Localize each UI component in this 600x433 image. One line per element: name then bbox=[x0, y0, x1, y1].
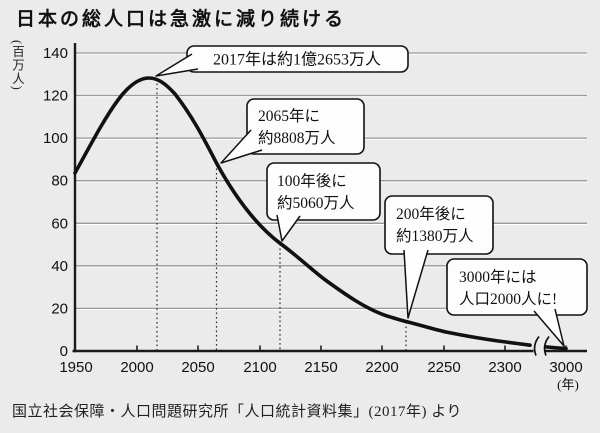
axis-break bbox=[533, 335, 550, 356]
callout-100y: 100年後に 約5060万人 bbox=[266, 162, 381, 242]
callout-100y-line2: 約5060万人 bbox=[277, 194, 355, 212]
y-tick-60: 60 bbox=[51, 215, 68, 232]
x-tick-2300: 2300 bbox=[488, 359, 521, 376]
y-axis-labels: 140 120 100 80 60 40 20 0 bbox=[43, 45, 68, 360]
y-axis-unit-label: (百万人) bbox=[10, 40, 24, 91]
x-tick-2150: 2150 bbox=[304, 359, 337, 376]
source-credit: 国立社会保障・人口問題研究所「人口統計資料集」(2017年) より bbox=[12, 404, 462, 420]
x-tick-1950: 1950 bbox=[59, 359, 92, 376]
callout-2017: 2017年は約1億2653万人 bbox=[155, 45, 409, 77]
x-tick-2100: 2100 bbox=[243, 359, 276, 376]
callout-200y-line1: 200年後に bbox=[396, 205, 466, 223]
y-tick-80: 80 bbox=[51, 173, 68, 190]
callout-2065-line2: 約8808万人 bbox=[258, 129, 336, 147]
dotted-guide-lines bbox=[156, 79, 407, 350]
y-tick-100: 100 bbox=[43, 130, 68, 147]
x-axis-unit-label: (年) bbox=[557, 377, 579, 392]
x-tick-2000: 2000 bbox=[120, 359, 153, 376]
callout-200y: 200年後に 約1380万人 bbox=[384, 195, 494, 319]
callout-100y-line1: 100年後に bbox=[277, 172, 347, 190]
callout-2065: 2065年に 約8808万人 bbox=[220, 98, 365, 164]
x-tick-2250: 2250 bbox=[427, 359, 460, 376]
callout-200y-line2: 約1380万人 bbox=[396, 227, 474, 245]
y-tick-20: 20 bbox=[51, 300, 68, 317]
callout-2065-line1: 2065年に bbox=[258, 107, 320, 125]
x-tick-3000: 3000 bbox=[549, 359, 582, 376]
callout-2017-text: 2017年は約1億2653万人 bbox=[213, 51, 381, 69]
x-axis-labels: 1950 2000 2050 2100 2150 2200 2250 2300 … bbox=[59, 359, 582, 392]
axes bbox=[72, 43, 587, 353]
chart-title: 日本の総人口は急激に減り続ける bbox=[16, 9, 347, 30]
y-tick-40: 40 bbox=[51, 258, 68, 275]
y-tick-0: 0 bbox=[60, 343, 68, 360]
callout-3000-line2: 人口2000人に! bbox=[459, 290, 557, 308]
x-tick-2200: 2200 bbox=[365, 359, 398, 376]
callout-3000-line1: 3000年には bbox=[459, 268, 537, 286]
y-tick-140: 140 bbox=[43, 45, 68, 62]
y-tick-120: 120 bbox=[43, 88, 68, 105]
x-tick-2050: 2050 bbox=[181, 359, 214, 376]
callout-3000: 3000年には 人口2000人に! bbox=[446, 258, 588, 347]
